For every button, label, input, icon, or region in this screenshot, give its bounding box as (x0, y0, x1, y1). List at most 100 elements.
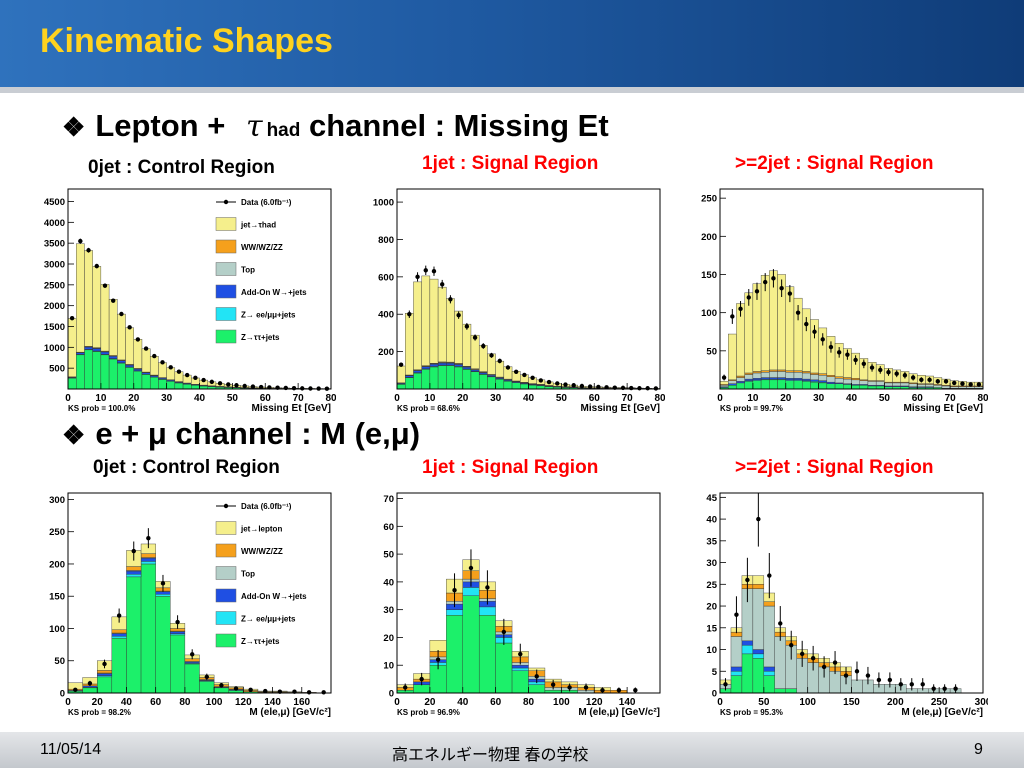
data-point (898, 682, 904, 687)
stack-bar (818, 373, 828, 376)
data-point (464, 324, 470, 329)
stack-bar (133, 368, 143, 371)
stack-bar (752, 378, 762, 381)
stack-bar (413, 372, 422, 390)
x-tick-label: 0 (65, 393, 71, 404)
data-point (821, 664, 827, 670)
data-point (779, 286, 784, 291)
footer-bar: 11/05/14 高エネルギー物理 春の学校 9 (0, 732, 1024, 768)
legend-entry: WW/WZ/ZZ (241, 243, 283, 252)
stack-bar (421, 369, 431, 390)
data-point (127, 325, 132, 330)
data-point (518, 651, 523, 657)
plot-emu-2jet: 0 5 10 15 20 25 30 35 40 45 0 50 100 150 200 250 300 KS p… (688, 487, 988, 722)
stack-bar (495, 642, 513, 694)
data-point (78, 238, 83, 244)
stack-bar (851, 379, 860, 385)
y-tick-label: 20 (383, 633, 394, 644)
y-tick-label: 10 (383, 661, 394, 672)
stack-bar (763, 605, 775, 668)
stack-bar (413, 684, 431, 694)
data-point (226, 382, 231, 387)
stack-bar (405, 377, 414, 390)
stack-bar (875, 381, 885, 386)
stack-bar (925, 384, 934, 387)
stack-bar (793, 380, 803, 390)
stack-bar (478, 345, 488, 372)
legend-swatch (215, 566, 237, 580)
y-tick-label: 50 (383, 550, 394, 561)
stack-bar (769, 377, 778, 380)
stack-bar (760, 379, 770, 390)
ks-prob-label: KS prob = 98.2% (68, 708, 131, 717)
y-tick-label: 20 (706, 602, 717, 613)
data-point (637, 386, 642, 391)
legend: Data (6.0fb⁻¹) jet→τhad WW/WZ/ZZ Top Add-On … (215, 198, 307, 344)
tau-subscript: had (266, 120, 301, 141)
stack-bar (174, 382, 184, 390)
y-tick-label: 70 (383, 494, 394, 505)
stack-bar (774, 636, 786, 689)
x-tick-label: 30 (161, 393, 173, 404)
section-heading-e-mu: ❖ e + μ channel : M (e,μ) (62, 416, 420, 452)
stack-bar (917, 384, 926, 387)
stack-bar (111, 629, 127, 634)
data-point (861, 361, 867, 367)
stack-bar (810, 379, 819, 382)
legend-entry: jet→lepton (240, 525, 282, 534)
data-point (419, 676, 424, 682)
data-point (865, 673, 871, 678)
stack-bar (155, 594, 171, 597)
stack-bar (140, 563, 156, 694)
data-point (571, 383, 576, 388)
x-tick-label: 160 (293, 697, 310, 708)
stack-bar (199, 681, 215, 694)
stack-bar (777, 371, 786, 378)
y-tick-label: 3000 (44, 260, 65, 271)
stack-bar (511, 665, 529, 669)
stack-bar (744, 372, 754, 375)
stack-bar (111, 637, 127, 694)
stack-bar (126, 574, 142, 578)
stack-bar (752, 380, 762, 390)
stack-bar (446, 365, 455, 390)
x-tick-label: 80 (179, 697, 191, 708)
data-point (596, 384, 601, 390)
stack-bar (92, 351, 102, 390)
x-tick-label: 0 (394, 393, 400, 404)
stack-bar (182, 384, 192, 390)
data-point (505, 365, 511, 370)
stack-bar (730, 666, 743, 672)
data-point (653, 386, 659, 391)
stack-bar (826, 376, 836, 383)
bullet-icon: ❖ (62, 420, 86, 450)
stack-bar (966, 386, 975, 389)
data-point (73, 687, 78, 692)
stack-bar (462, 595, 480, 694)
region-label-row1-1jet: 1jet : Signal Region (422, 153, 599, 174)
data-point (583, 685, 589, 690)
stack-bar (528, 384, 537, 390)
y-tick-label: 30 (383, 605, 394, 616)
x-tick-label: 60 (589, 393, 601, 404)
stack-bar (170, 631, 186, 634)
legend-swatch (215, 284, 237, 299)
legend-entry: Top (241, 570, 255, 579)
data-point (878, 367, 883, 373)
x-tick-label: 120 (235, 697, 252, 708)
x-tick-label: 80 (654, 393, 665, 404)
y-tick-label: 300 (49, 495, 65, 506)
x-axis-label: M (ele,μ) [GeV/c²] (578, 707, 660, 718)
x-tick-label: 30 (490, 393, 502, 404)
stack-bar (760, 372, 770, 378)
stack-bar (769, 371, 778, 378)
stack-bar (166, 381, 176, 390)
data-point (778, 621, 783, 626)
stack-bar (528, 684, 546, 694)
stack-bar (97, 670, 113, 674)
y-tick-label: 200 (378, 347, 394, 358)
stack-bar (793, 372, 803, 379)
y-tick-label: 45 (706, 493, 717, 504)
stack-bar (958, 386, 967, 389)
y-tick-label: 0 (60, 689, 65, 700)
